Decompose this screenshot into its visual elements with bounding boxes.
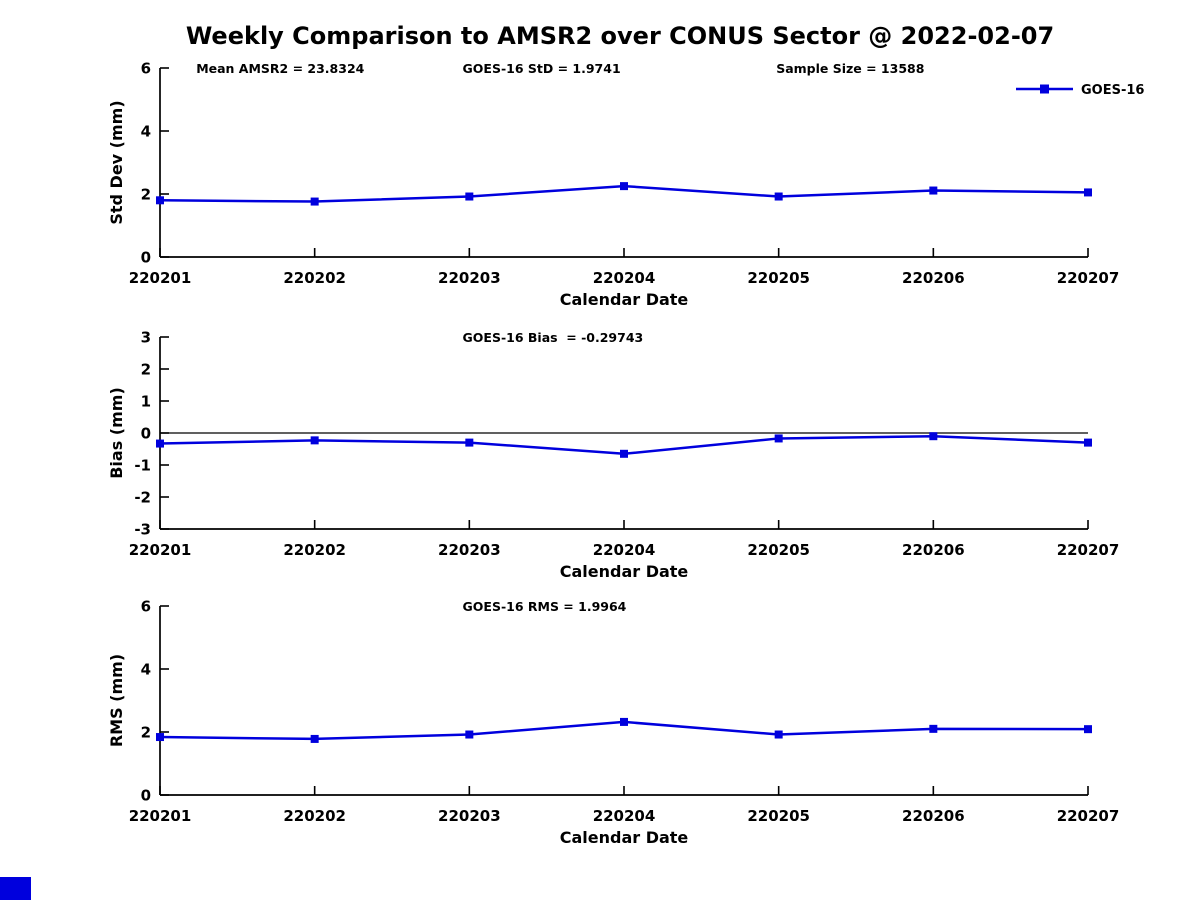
x-tick-label: 220201 [129, 807, 192, 825]
y-tick-label: 0 [141, 787, 151, 805]
y-tick-label: 3 [141, 329, 151, 347]
y-tick-label: 6 [141, 598, 151, 616]
x-tick-label: 220207 [1057, 541, 1120, 559]
x-tick-label: 220206 [902, 807, 965, 825]
x-tick-label: 220205 [747, 269, 810, 287]
y-tick-label: 1 [141, 393, 151, 411]
series-marker [620, 182, 628, 191]
x-axis-label: Calendar Date [560, 828, 689, 847]
annotation-text: Mean AMSR2 = 23.8324 [196, 61, 364, 76]
y-axis-label: RMS (mm) [107, 654, 126, 747]
y-tick-label: 6 [141, 60, 151, 78]
y-axis-label: Std Dev (mm) [107, 100, 126, 224]
series-marker [620, 717, 628, 726]
x-tick-label: 220207 [1057, 807, 1120, 825]
x-tick-label: 220204 [593, 541, 656, 559]
x-tick-label: 220206 [902, 541, 965, 559]
series-marker [1084, 725, 1092, 734]
x-tick-label: 220204 [593, 269, 656, 287]
x-tick-label: 220204 [593, 807, 656, 825]
series-marker [465, 438, 474, 447]
series-marker [156, 733, 164, 742]
corner-mark [0, 877, 31, 900]
y-tick-label: -3 [134, 521, 151, 539]
figure-title: Weekly Comparison to AMSR2 over CONUS Se… [186, 22, 1054, 50]
x-tick-label: 220205 [747, 807, 810, 825]
series-marker [620, 449, 628, 458]
legend-marker [1040, 84, 1049, 94]
series-marker [156, 196, 164, 205]
x-tick-label: 220202 [283, 541, 346, 559]
x-tick-label: 220203 [438, 541, 501, 559]
x-tick-label: 220201 [129, 541, 192, 559]
series-marker [1084, 438, 1092, 447]
chart-std-dev: 0 2 4 6 220201 220202 220203 220204 220205 220206… [107, 60, 1119, 310]
x-tick-label: 220206 [902, 269, 965, 287]
series-marker [156, 439, 164, 448]
y-tick-label: 0 [141, 425, 151, 443]
y-axis-label: Bias (mm) [107, 387, 126, 479]
annotation-text: GOES-16 StD = 1.9741 [463, 61, 621, 76]
y-tick-label: 4 [141, 123, 151, 141]
legend: GOES-16 [1016, 83, 1144, 98]
y-tick-label: -1 [134, 457, 151, 475]
series-marker [310, 734, 319, 743]
chart-bias: 3 2 1 0 -1 -2 -3 220201 220202 220203 220204 220205… [107, 329, 1119, 582]
series-marker [310, 197, 319, 206]
x-tick-label: 220205 [747, 541, 810, 559]
legend-label: GOES-16 [1081, 83, 1144, 98]
y-tick-label: 4 [141, 661, 151, 679]
series-marker [929, 724, 938, 733]
annotation-text: GOES-16 Bias = -0.29743 [463, 330, 644, 345]
annotation-text: Sample Size = 13588 [776, 61, 924, 76]
series-marker [310, 436, 319, 445]
x-axis-label: Calendar Date [560, 562, 689, 581]
y-tick-label: 0 [141, 249, 151, 267]
x-tick-label: 220203 [438, 269, 501, 287]
series-marker [465, 192, 474, 201]
chart-rms: 0 2 4 6 220201 220202 220203 220204 220205 220206… [107, 598, 1119, 848]
series-marker [774, 434, 783, 443]
y-tick-label: -2 [134, 489, 151, 507]
y-tick-label: 2 [141, 724, 151, 742]
series-marker [1084, 188, 1092, 197]
series-marker [465, 730, 474, 739]
series-marker [774, 192, 783, 201]
series-marker [774, 730, 783, 739]
series-marker [929, 186, 938, 195]
y-tick-label: 2 [141, 186, 151, 204]
y-tick-label: 2 [141, 361, 151, 379]
x-tick-label: 220201 [129, 269, 192, 287]
x-tick-label: 220207 [1057, 269, 1120, 287]
series-marker [929, 432, 938, 441]
x-tick-label: 220202 [283, 269, 346, 287]
x-tick-label: 220202 [283, 807, 346, 825]
annotation-text: GOES-16 RMS = 1.9964 [463, 599, 627, 614]
x-axis-label: Calendar Date [560, 290, 689, 309]
x-tick-label: 220203 [438, 807, 501, 825]
